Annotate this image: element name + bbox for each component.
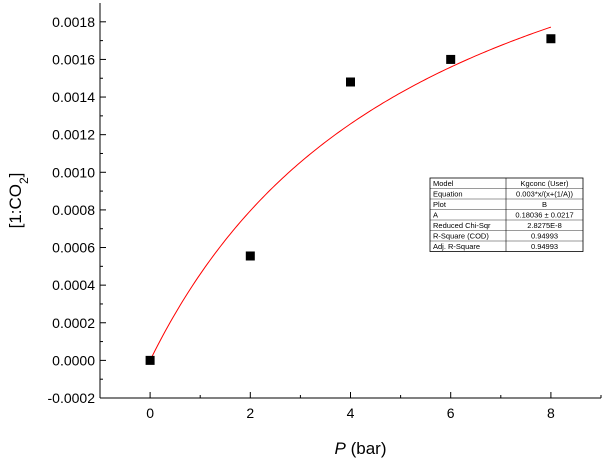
x-axis-title: P (bar)	[335, 439, 387, 458]
y-tick-label: 0.0014	[52, 89, 95, 105]
stats-table-key: Equation	[433, 190, 463, 199]
stats-table-key: A	[433, 211, 438, 220]
stats-table-key: Plot	[433, 200, 447, 209]
stats-table-key: Reduced Chi-Sqr	[433, 221, 491, 230]
y-tick-label: 0.0012	[52, 127, 95, 143]
data-point	[446, 54, 456, 64]
stats-table-key: R-Square (COD)	[433, 232, 489, 241]
y-tick-label: 0.0016	[52, 51, 95, 67]
y-axis-label-subscript: 2	[17, 177, 31, 184]
y-axis-label-close: ]	[6, 173, 25, 178]
data-point	[145, 355, 155, 365]
stats-table-value: 0.003*x/(x+(1/A))	[516, 190, 573, 199]
stats-table-border	[429, 177, 584, 252]
stats-table-value: 2.8275E-8	[527, 221, 562, 230]
data-point	[546, 34, 556, 44]
x-axis-label-variable: P	[335, 439, 347, 458]
y-tick-label: 0.0002	[52, 315, 95, 331]
x-tick-label: 0	[146, 405, 154, 421]
fit-curve	[149, 26, 552, 361]
x-tick-label: 2	[246, 405, 254, 421]
y-axis-title: [1:CO2]	[6, 173, 31, 229]
stats-table-key: Adj. R-Square	[433, 242, 480, 251]
y-tick-label: 0.0004	[52, 277, 95, 293]
y-tick-label: 0.0010	[52, 164, 95, 180]
data-point	[346, 77, 355, 87]
x-tick-label: 6	[447, 405, 455, 421]
y-tick-label: 0.0006	[52, 240, 95, 256]
stats-table-value: Kgconc (User)	[521, 179, 569, 188]
y-axis-label: [1:CO2]	[6, 173, 31, 229]
stats-table-value: B	[542, 200, 547, 209]
y-tick-label: 0.0000	[52, 352, 95, 368]
x-tick-label: 4	[347, 405, 355, 421]
y-tick-label: -0.0002	[48, 390, 96, 406]
stats-table-value: 0.94993	[531, 232, 558, 241]
y-tick-label: 0.0018	[52, 14, 95, 30]
plot-area: -0.0002 0.0000 0.0002 0.0004 0.0006 0.0008 0.0…	[48, 3, 602, 421]
x-axis-label: P (bar)	[335, 439, 387, 458]
data-point	[245, 251, 255, 261]
y-axis-label-main: [1:CO	[6, 184, 25, 228]
stats-table-value: 0.94993	[531, 242, 558, 251]
x-axis-label-unit: (bar)	[346, 439, 387, 458]
y-tick-label: 0.0008	[52, 202, 95, 218]
stats-table-value: 0.18036 ± 0.0217	[515, 211, 573, 220]
x-tick-label: 8	[547, 405, 555, 421]
stats-table-key: Model	[433, 179, 454, 188]
fit-statistics-table: Model Kgconc (User) Equation 0.003*x/(x+(1/…	[429, 177, 584, 252]
